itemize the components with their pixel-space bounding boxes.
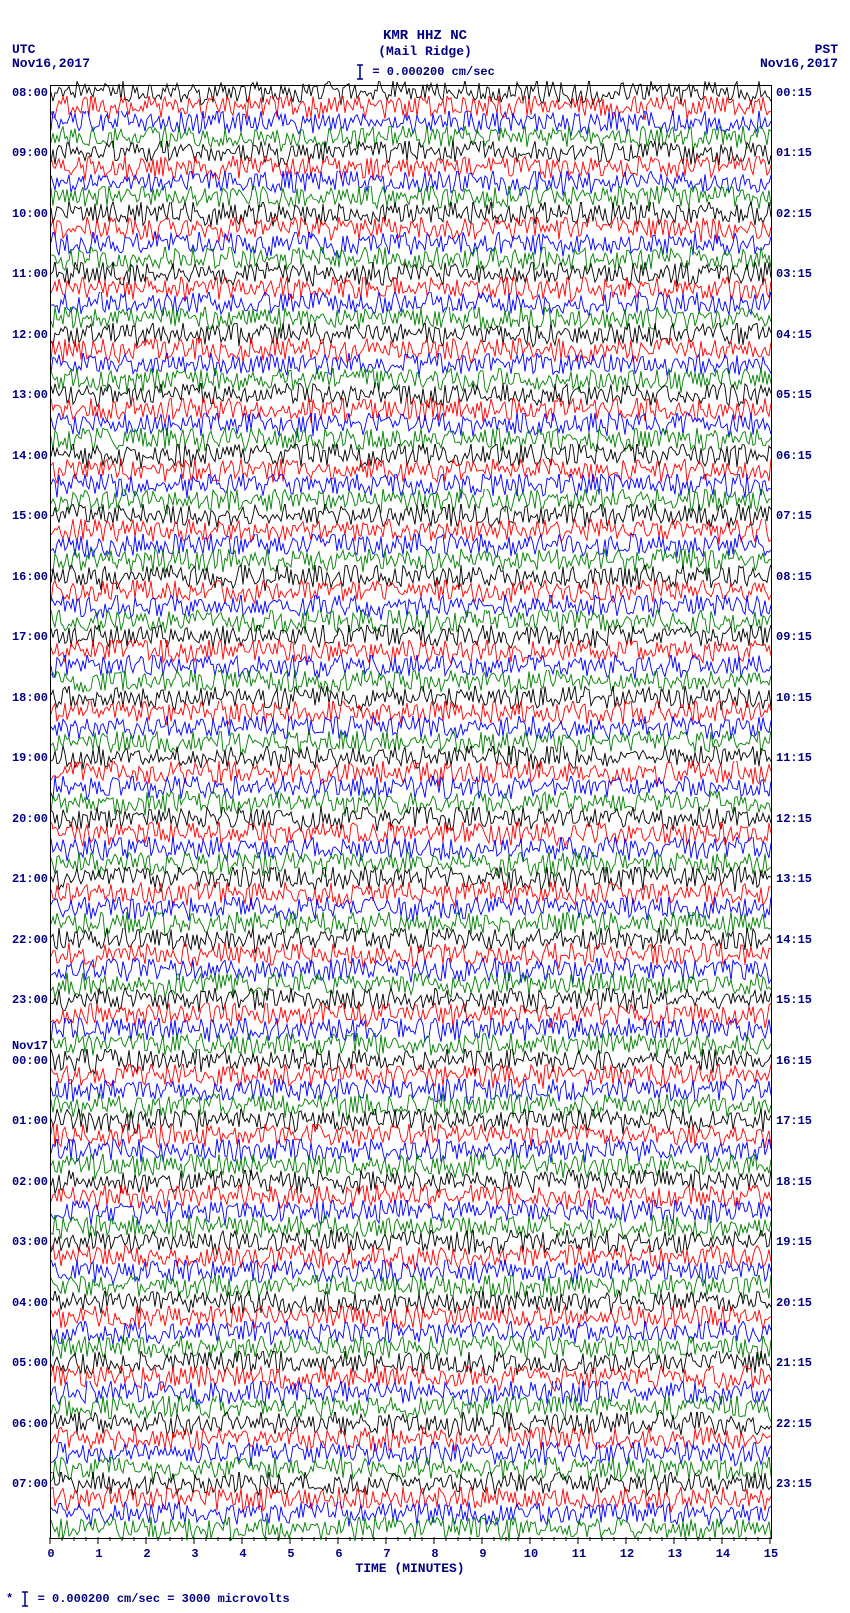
utc-time-label: 18:00 (4, 691, 48, 705)
utc-time-label: 17:00 (4, 630, 48, 644)
footer-scale-bar-icon (20, 1591, 30, 1607)
utc-time-label: 23:00 (4, 993, 48, 1007)
utc-time-label: 05:00 (4, 1356, 48, 1370)
seismogram-page: KMR HHZ NC (Mail Ridge) = 0.000200 cm/se… (0, 0, 850, 1613)
footer-asterisk: * (6, 1592, 13, 1606)
utc-time-label: 02:00 (4, 1175, 48, 1189)
date-right-label: Nov16,2017 (760, 56, 838, 71)
seismic-trace (51, 1523, 771, 1538)
utc-time-label: 01:00 (4, 1114, 48, 1128)
utc-time-label: 19:00 (4, 751, 48, 765)
utc-time-label: 15:00 (4, 509, 48, 523)
pst-time-label: 05:15 (776, 388, 812, 402)
date-left-label: Nov16,2017 (12, 56, 90, 71)
pst-time-label: 10:15 (776, 691, 812, 705)
utc-date-break: Nov17 (4, 1039, 48, 1053)
pst-time-label: 00:15 (776, 86, 812, 100)
pst-time-label: 20:15 (776, 1296, 812, 1310)
utc-time-label: 09:00 (4, 146, 48, 160)
pst-time-label: 12:15 (776, 812, 812, 826)
utc-time-label: 03:00 (4, 1235, 48, 1249)
utc-time-label: 22:00 (4, 933, 48, 947)
pst-time-label: 15:15 (776, 993, 812, 1007)
pst-time-label: 19:15 (776, 1235, 812, 1249)
pst-time-label: 08:15 (776, 570, 812, 584)
pst-time-label: 14:15 (776, 933, 812, 947)
pst-time-label: 22:15 (776, 1417, 812, 1431)
utc-time-label: 04:00 (4, 1296, 48, 1310)
pst-time-label: 17:15 (776, 1114, 812, 1128)
scale-indicator: = 0.000200 cm/sec (0, 64, 850, 80)
pst-time-label: 04:15 (776, 328, 812, 342)
utc-time-label: 10:00 (4, 207, 48, 221)
pst-time-label: 23:15 (776, 1477, 812, 1491)
tz-left-label: UTC (12, 42, 35, 57)
pst-time-label: 18:15 (776, 1175, 812, 1189)
x-axis: 0123456789101112131415TIME (MINUTES) (50, 1537, 770, 1597)
helicorder-plot (50, 85, 772, 1539)
pst-time-label: 06:15 (776, 449, 812, 463)
pst-time-label: 03:15 (776, 267, 812, 281)
utc-time-label: 21:00 (4, 872, 48, 886)
utc-time-label: 06:00 (4, 1417, 48, 1431)
utc-time-label: 07:00 (4, 1477, 48, 1491)
utc-time-label: 14:00 (4, 449, 48, 463)
utc-time-label: 13:00 (4, 388, 48, 402)
footer-scale: * = 0.000200 cm/sec = 3000 microvolts (6, 1591, 290, 1607)
pst-time-label: 13:15 (776, 872, 812, 886)
utc-time-label: 20:00 (4, 812, 48, 826)
station-subtitle: (Mail Ridge) (0, 44, 850, 59)
x-axis-title: TIME (MINUTES) (50, 1561, 770, 1576)
station-title: KMR HHZ NC (0, 28, 850, 44)
pst-time-label: 01:15 (776, 146, 812, 160)
footer-scale-text: = 0.000200 cm/sec = 3000 microvolts (30, 1592, 289, 1606)
pst-time-label: 07:15 (776, 509, 812, 523)
tz-right-label: PST (815, 42, 838, 57)
pst-time-label: 11:15 (776, 751, 812, 765)
utc-time-label: 11:00 (4, 267, 48, 281)
scale-text: = 0.000200 cm/sec (365, 65, 495, 79)
pst-time-label: 21:15 (776, 1356, 812, 1370)
pst-time-label: 16:15 (776, 1054, 812, 1068)
scale-bar-icon (355, 64, 365, 80)
utc-time-label: 16:00 (4, 570, 48, 584)
utc-time-label: 08:00 (4, 86, 48, 100)
utc-time-label: 00:00 (4, 1054, 48, 1068)
pst-time-label: 09:15 (776, 630, 812, 644)
pst-time-label: 02:15 (776, 207, 812, 221)
utc-time-label: 12:00 (4, 328, 48, 342)
